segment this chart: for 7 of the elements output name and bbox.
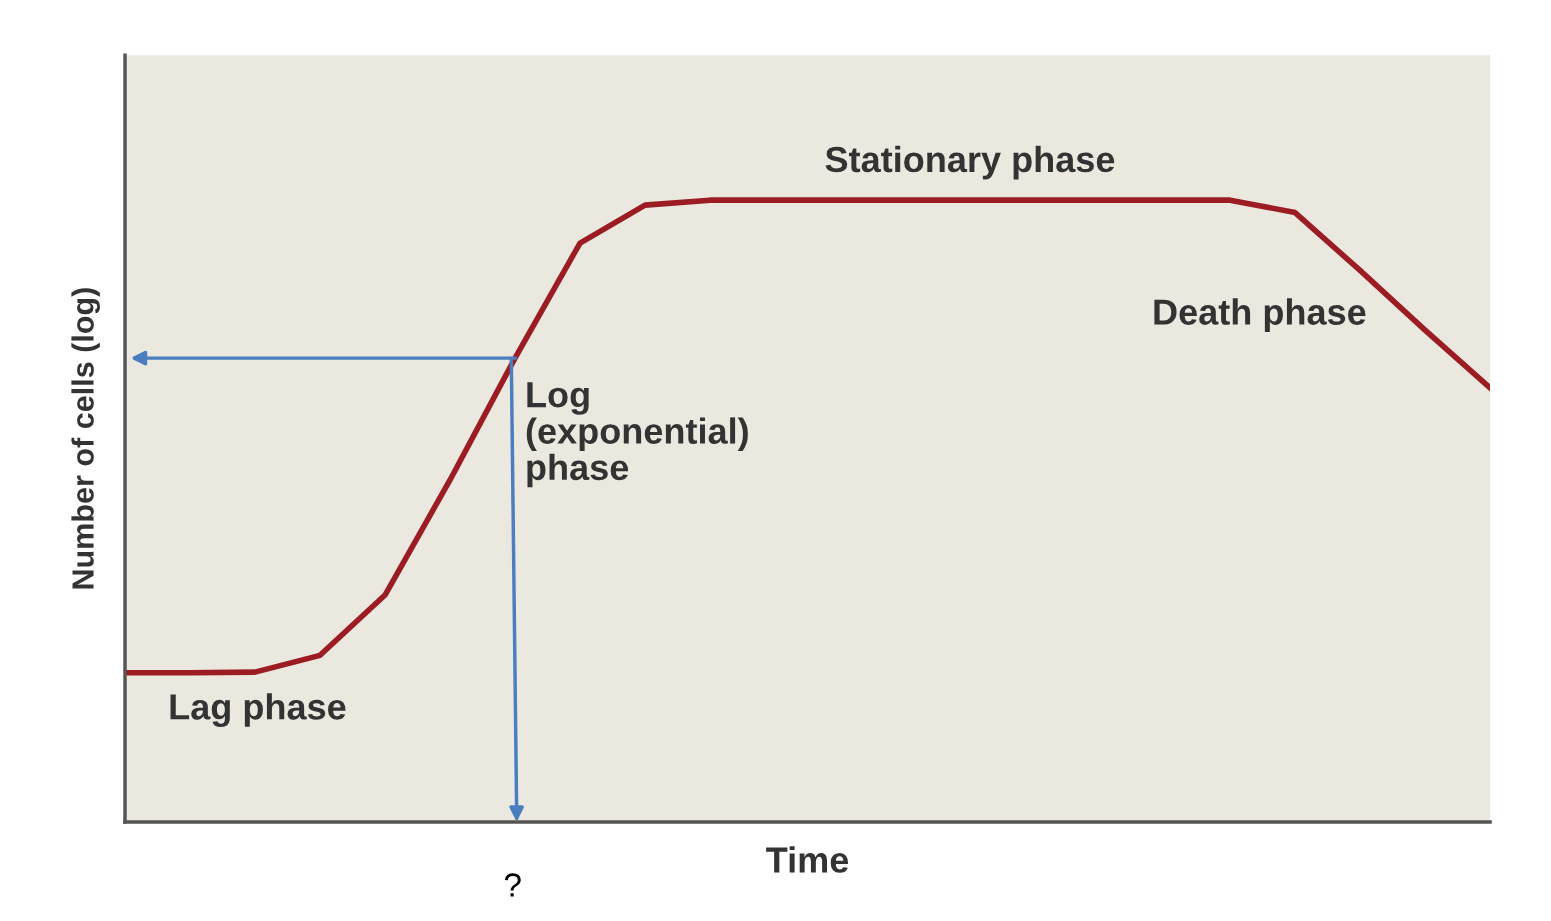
text: ? (504, 873, 521, 897)
text: Stationary phase (825, 145, 1115, 180)
x-axis-title: Time (766, 846, 849, 873)
annotation: Death phase (1154, 298, 1366, 333)
y-axis-title: Number of cells (log) (71, 288, 101, 589)
annotation: Log (exponential) phase (526, 382, 748, 488)
annotation: Lag phase (170, 693, 346, 727)
